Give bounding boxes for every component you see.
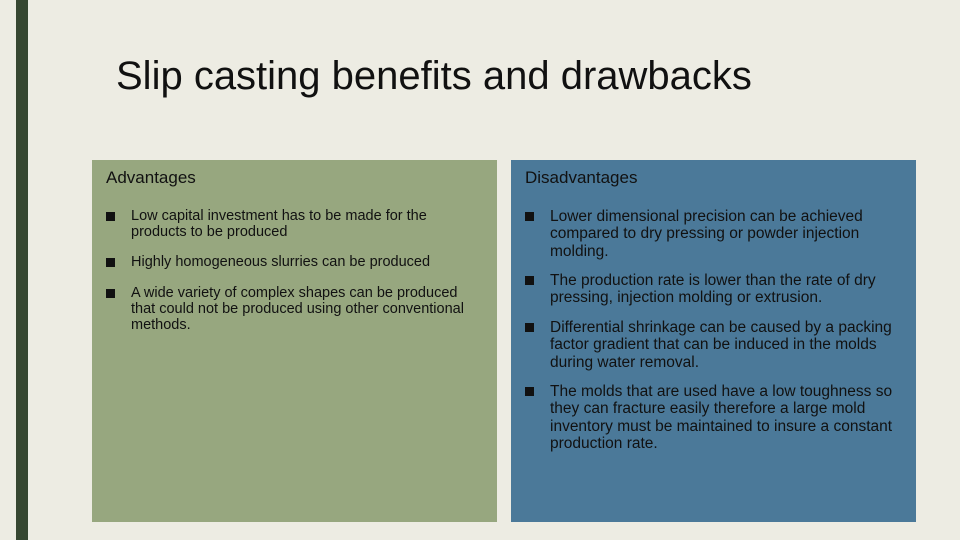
disadvantages-list: Lower dimensional precision can be achie…	[525, 208, 902, 452]
list-item-text: The molds that are used have a low tough…	[550, 383, 902, 452]
square-bullet-icon	[106, 289, 115, 298]
disadvantages-panel: Disadvantages Lower dimensional precisio…	[511, 160, 916, 522]
square-bullet-icon	[106, 212, 115, 221]
advantages-header: Advantages	[106, 168, 483, 188]
accent-bar	[16, 0, 28, 540]
list-item: The molds that are used have a low tough…	[525, 383, 902, 452]
list-item: Low capital investment has to be made fo…	[106, 208, 483, 240]
list-item: The production rate is lower than the ra…	[525, 272, 902, 307]
list-item-text: Lower dimensional precision can be achie…	[550, 208, 902, 260]
slide-title: Slip casting benefits and drawbacks	[116, 54, 752, 99]
list-item: A wide variety of complex shapes can be …	[106, 285, 483, 334]
list-item-text: Low capital investment has to be made fo…	[131, 208, 483, 240]
list-item-text: Highly homogeneous slurries can be produ…	[131, 254, 430, 270]
disadvantages-header: Disadvantages	[525, 168, 902, 188]
list-item: Lower dimensional precision can be achie…	[525, 208, 902, 260]
square-bullet-icon	[525, 212, 534, 221]
square-bullet-icon	[525, 323, 534, 332]
square-bullet-icon	[525, 276, 534, 285]
square-bullet-icon	[525, 387, 534, 396]
list-item-text: The production rate is lower than the ra…	[550, 272, 902, 307]
advantages-list: Low capital investment has to be made fo…	[106, 208, 483, 333]
columns-container: Advantages Low capital investment has to…	[92, 160, 916, 522]
list-item: Highly homogeneous slurries can be produ…	[106, 254, 483, 270]
advantages-panel: Advantages Low capital investment has to…	[92, 160, 497, 522]
list-item-text: A wide variety of complex shapes can be …	[131, 285, 483, 334]
square-bullet-icon	[106, 258, 115, 267]
list-item: Differential shrinkage can be caused by …	[525, 319, 902, 371]
list-item-text: Differential shrinkage can be caused by …	[550, 319, 902, 371]
